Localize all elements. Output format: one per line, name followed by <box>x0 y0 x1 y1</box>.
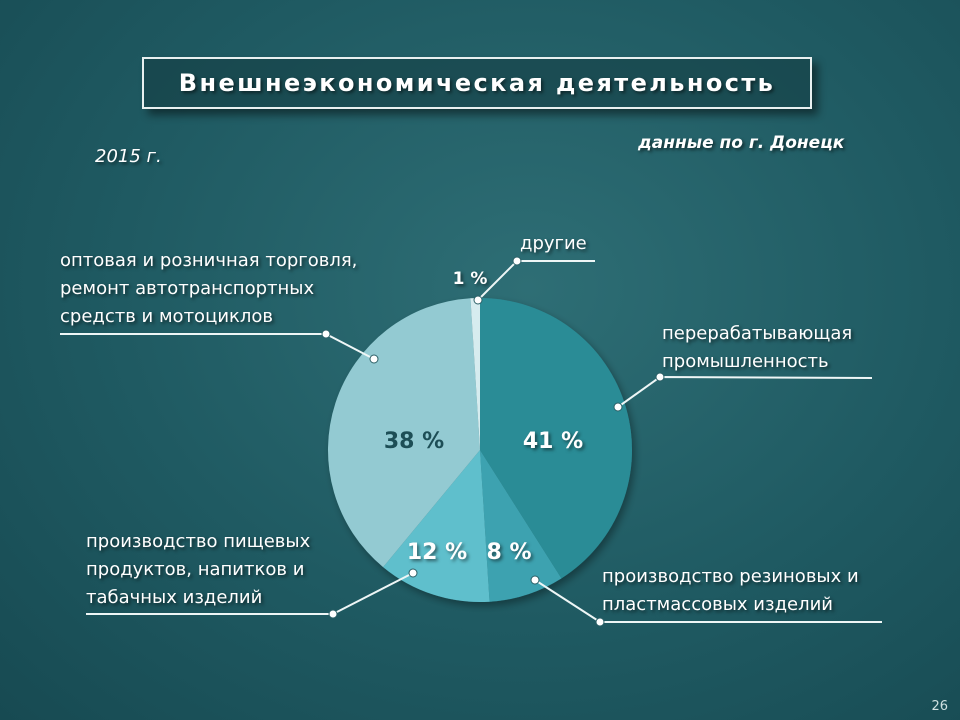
value-label-trade: 38 % <box>384 429 444 454</box>
leader-line-manufacturing <box>617 375 873 408</box>
slice-label-other: другие <box>520 233 587 254</box>
slice-label-trade: оптовая и розничная торговля, ремонт авт… <box>60 250 358 327</box>
value-label-manufacturing: 41 % <box>523 429 583 454</box>
leader-dot-other-elbow <box>512 256 522 266</box>
pie-slice-manufacturing <box>480 298 632 579</box>
pie-slice-trade <box>327 298 480 568</box>
page-number: 26 <box>931 699 948 714</box>
leader-dot-trade-elbow <box>321 329 331 339</box>
leader-dot-rubber-plastics-elbow <box>595 617 605 627</box>
leader-dot-other-start <box>473 295 483 305</box>
slice-label-rubber-plastics: производство резиновых и пластмассовых и… <box>602 566 859 615</box>
page-title: Внешнеэкономическая деятельность <box>178 69 776 97</box>
slice-label-manufacturing: перерабатывающая промышленность <box>662 323 853 372</box>
leader-dot-trade-start <box>369 354 379 364</box>
leader-dot-rubber-plastics-start <box>530 575 540 585</box>
leader-dot-manufacturing-start <box>613 402 623 412</box>
leader-lines <box>60 256 882 627</box>
source-note: данные по г. Донецк <box>638 133 845 153</box>
value-label-rubber-plastics: 8 % <box>486 540 531 565</box>
leader-dot-manufacturing-elbow <box>655 372 665 382</box>
leader-line-other <box>477 260 595 301</box>
pie-slice-food <box>383 450 490 602</box>
value-labels: 41 % 8 % 12 % 38 % 1 % <box>384 269 583 565</box>
year-label: 2015 г. <box>95 146 162 167</box>
pie-slice-other <box>470 298 480 450</box>
value-label-other: 1 % <box>453 269 488 289</box>
leader-dot-food-start <box>408 568 418 578</box>
title-box: Внешнеэкономическая деятельность <box>142 57 812 109</box>
pie-slices <box>327 298 632 602</box>
pie-slice-rubber-plastics <box>480 450 562 602</box>
slice-label-food: производство пищевых продуктов, напитков… <box>86 531 311 608</box>
leader-dot-food-elbow <box>328 609 338 619</box>
value-label-food: 12 % <box>407 540 467 565</box>
